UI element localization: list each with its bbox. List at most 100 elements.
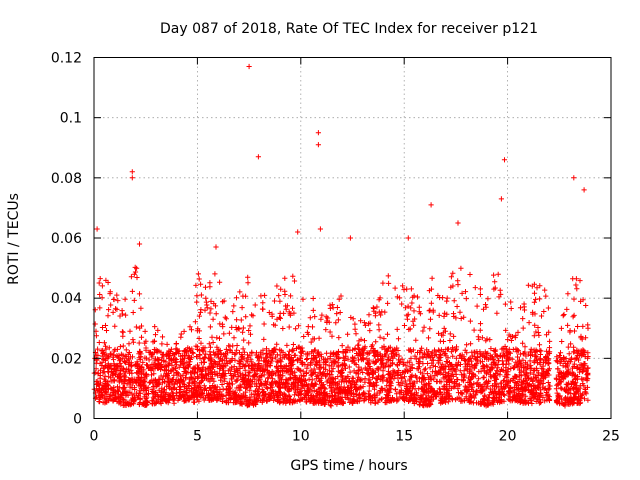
data-point [309,377,315,383]
data-point [464,342,470,348]
data-point [458,315,464,322]
data-point [126,370,133,376]
data-point [247,331,254,337]
data-point [334,311,340,317]
data-point [564,306,570,312]
data-point [483,304,489,310]
data-point [220,365,226,371]
x-tick-label: 20 [499,429,517,445]
data-point [477,286,483,292]
data-point [420,371,426,377]
data-point [114,292,120,298]
data-point [375,365,381,371]
data-point [353,331,359,337]
data-point [190,350,196,356]
data-point [336,296,342,302]
data-point [571,328,578,334]
data-point [237,289,243,295]
data-point [468,341,474,347]
data-point [120,343,126,349]
data-point [202,284,209,290]
data-point [129,354,136,360]
data-point [565,291,571,297]
data-point [536,342,543,348]
data-point [238,317,244,323]
data-point [477,291,483,298]
data-point [234,377,240,383]
data-point [394,391,400,397]
data-point [194,299,200,305]
data-point [421,324,427,330]
data-point [100,350,106,357]
data-point [571,361,577,367]
data-point [122,296,128,302]
data-point [117,360,123,366]
data-point [105,313,111,319]
data-point [453,315,459,321]
data-point [542,287,548,293]
data-point [531,333,537,339]
data-point [555,366,561,372]
data-point [565,401,571,407]
data-point [432,363,439,370]
data-point [306,351,312,357]
data-point [559,400,565,406]
data-point [280,325,286,332]
data-point [533,398,539,405]
data-point [352,360,358,366]
data-point [180,372,186,378]
data-point [274,341,280,347]
data-point [290,341,296,348]
data-point [102,388,108,394]
data-point [394,326,400,332]
data-point [292,392,298,398]
data-point [206,341,212,347]
y-tick-label: 0.08 [51,171,82,187]
data-point [542,398,548,404]
data-point [155,327,161,333]
data-point [212,271,218,277]
data-point [543,293,549,299]
data-point [193,353,200,360]
data-point [508,305,514,312]
data-point [305,331,311,337]
data-point [435,330,442,336]
data-point [171,365,177,371]
data-point [369,342,375,348]
data-point [580,323,586,329]
data-point [100,370,106,376]
data-point [278,377,285,383]
data-point [274,283,280,289]
data-point [544,348,550,354]
data-point [234,347,240,353]
data-point [412,353,418,359]
data-point [342,357,348,364]
data-point [554,382,560,388]
data-point [249,391,255,397]
data-point [247,387,253,393]
data-point [304,355,310,362]
data-point [102,343,109,349]
data-point [467,271,473,278]
data-point [410,318,416,324]
y-tick-label: 0.06 [51,231,82,247]
y-tick-label: 0 [73,412,82,428]
data-point [374,304,380,310]
data-point [559,338,565,345]
data-point [97,276,103,282]
data-point [462,358,469,364]
data-point [233,351,239,357]
data-point [467,318,473,324]
data-point [536,332,542,338]
data-point [395,336,402,342]
data-point [218,377,224,383]
data-point [131,297,137,303]
data-point [427,326,433,332]
data-point [340,367,346,373]
data-point [245,280,251,286]
data-point [477,353,483,359]
data-point [323,327,329,333]
data-point [191,399,197,405]
data-point [515,364,521,370]
